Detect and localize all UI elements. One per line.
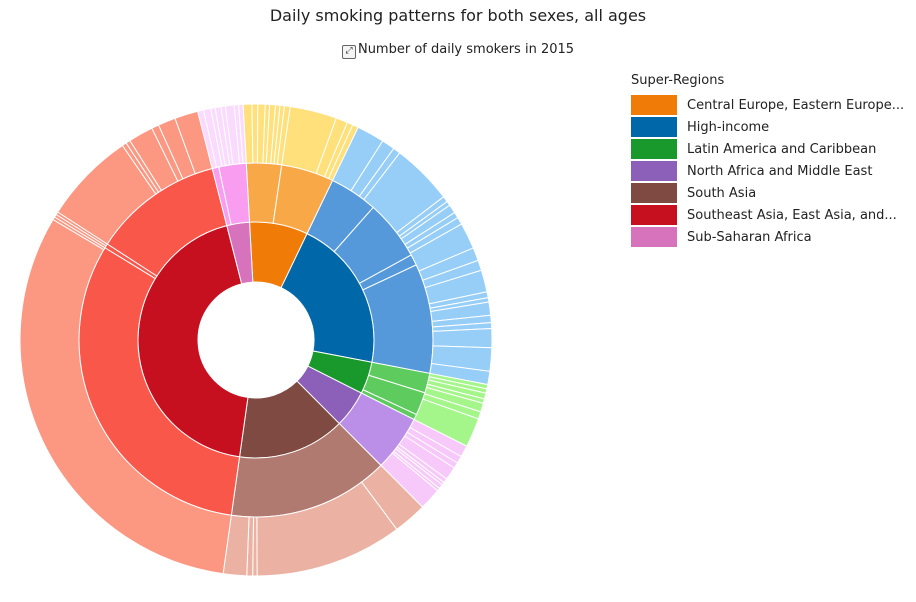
legend-swatch: [631, 95, 677, 115]
legend-label: Latin America and Caribbean: [687, 141, 877, 157]
legend-item[interactable]: Central Europe, Eastern Europe...: [631, 94, 904, 116]
sunburst-segment-country[interactable]: [432, 327, 493, 349]
legend-swatch: [631, 227, 677, 247]
legend-title: Super-Regions: [631, 73, 725, 88]
legend-swatch: [631, 139, 677, 159]
sunburst-segment-country[interactable]: [19, 218, 232, 575]
legend-label: North Africa and Middle East: [687, 163, 873, 179]
legend-swatch: [631, 117, 677, 137]
legend-item[interactable]: High-income: [631, 116, 904, 138]
legend: Super-Regions Central Europe, Eastern Eu…: [631, 73, 904, 248]
chart-title: Daily smoking patterns for both sexes, a…: [269, 6, 647, 25]
expand-icon[interactable]: ⤢: [341, 45, 356, 59]
legend-label: South Asia: [687, 185, 757, 201]
legend-label: Central Europe, Eastern Europe...: [687, 97, 905, 113]
legend-swatch: [631, 205, 677, 225]
legend-item[interactable]: Southeast Asia, East Asia, and...: [631, 204, 904, 226]
legend-item[interactable]: Latin America and Caribbean: [631, 138, 904, 160]
chart-subtitle: ⤢ Number of daily smokers in 2015: [0, 42, 916, 59]
legend-swatch: [631, 161, 677, 181]
legend-label: Sub-Saharan Africa: [687, 229, 812, 245]
legend-item[interactable]: South Asia: [631, 182, 904, 204]
legend-label: High-income: [687, 119, 770, 135]
sunburst-segment-country[interactable]: [238, 103, 247, 165]
chart-subtitle-text: Number of daily smokers in 2015: [357, 42, 575, 57]
legend-item[interactable]: Sub-Saharan Africa: [631, 226, 904, 248]
legend-label: Southeast Asia, East Asia, and...: [687, 207, 897, 223]
legend-item[interactable]: North Africa and Middle East: [631, 160, 904, 182]
legend-swatch: [631, 183, 677, 203]
